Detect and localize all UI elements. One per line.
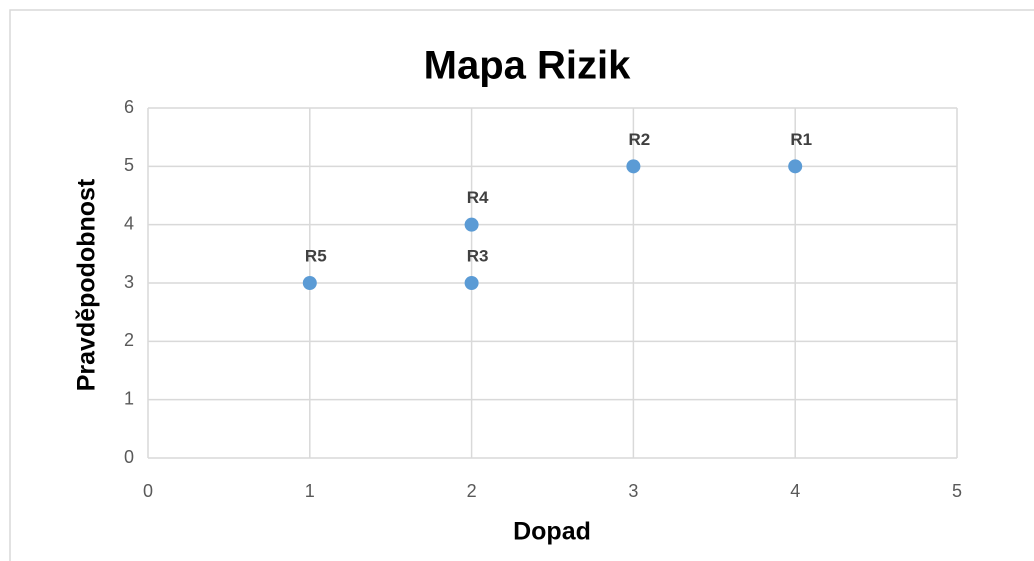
y-tick-label: 6 — [124, 97, 134, 117]
x-tick-label: 0 — [143, 481, 153, 501]
y-tick-label: 3 — [124, 272, 134, 292]
point-label: R1 — [790, 130, 812, 149]
point — [464, 276, 479, 290]
x-tick-label: 1 — [305, 481, 315, 501]
x-tick-label: 3 — [628, 481, 638, 501]
y-tick-label: 0 — [124, 447, 134, 467]
y-tick-label: 4 — [124, 213, 134, 233]
y-tick-label: 1 — [124, 388, 134, 408]
point — [626, 159, 641, 174]
x-axis-label: Dopad — [513, 518, 591, 546]
x-tick-label: 5 — [952, 481, 962, 501]
point — [464, 217, 479, 232]
x-tick-label: 2 — [467, 481, 477, 501]
point-label: R3 — [467, 246, 489, 265]
x-tick-label: 4 — [790, 481, 800, 501]
chart-title: Mapa Rizik — [424, 44, 631, 88]
point-label: R4 — [467, 188, 489, 207]
y-tick-label: 2 — [124, 330, 134, 350]
point — [302, 276, 317, 290]
chart-frame — [9, 9, 1034, 561]
point-label: R2 — [629, 130, 651, 149]
point — [788, 159, 803, 174]
point-label: R5 — [305, 246, 327, 265]
y-axis-label: Pravděpodobnost — [73, 178, 101, 391]
y-tick-label: 5 — [124, 155, 134, 175]
